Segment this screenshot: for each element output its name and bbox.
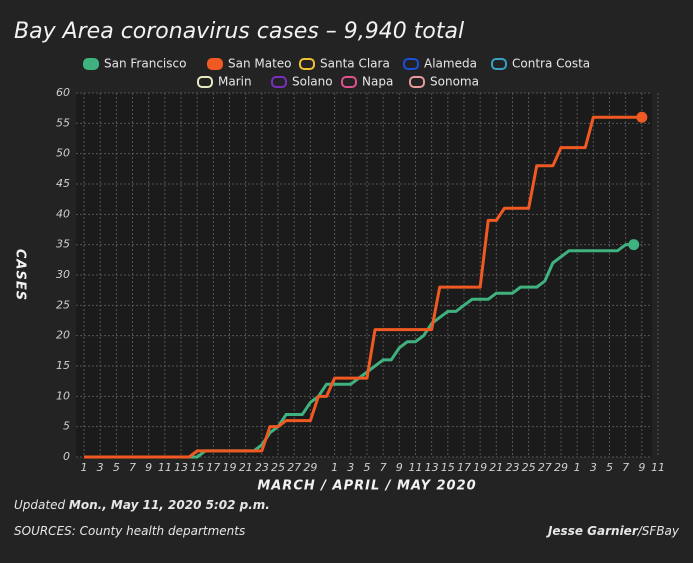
x-tick-label: 5 (606, 461, 613, 474)
x-tick-label: 3 (590, 461, 597, 474)
outlet: /SFBay (637, 524, 679, 538)
x-axis-label: MARCH / APRIL / MAY 2020 (257, 479, 476, 494)
legend-swatch (491, 58, 507, 70)
x-tick-label: 5 (113, 461, 120, 474)
legend-label: Napa (362, 75, 393, 89)
legend-swatch (299, 58, 315, 70)
y-tick-label: 40 (56, 207, 70, 220)
legend-swatch (341, 76, 357, 88)
legend-label: San Francisco (104, 57, 186, 71)
legend-label: Marin (218, 75, 252, 89)
y-axis-label: CASES (13, 249, 28, 301)
y-tick-label: 30 (56, 268, 70, 281)
y-tick-label: 0 (63, 450, 70, 463)
x-tick-label: 15 (441, 461, 455, 474)
legend-swatch (197, 76, 213, 88)
author: Jesse Garnier (547, 524, 638, 538)
x-tick-label: 27 (538, 461, 552, 474)
x-tick-label: 27 (287, 461, 301, 474)
x-tick-label: 17 (457, 461, 471, 474)
y-tick-label: 50 (56, 147, 70, 160)
x-tick-label: 17 (206, 461, 220, 474)
y-tick-label: 55 (56, 116, 70, 129)
legend-label: Contra Costa (512, 57, 590, 71)
legend-swatch (271, 76, 287, 88)
x-tick-label: 23 (255, 461, 269, 474)
legend-swatch (403, 58, 419, 70)
legend-label: San Mateo (228, 57, 292, 71)
legend-swatch (83, 58, 99, 70)
x-tick-label: 29 (554, 461, 568, 474)
x-tick-label: 9 (396, 461, 403, 474)
x-tick-label: 1 (81, 461, 88, 474)
x-tick-label: 11 (158, 461, 172, 474)
y-tick-label: 5 (63, 420, 70, 433)
x-tick-label: 3 (347, 461, 354, 474)
y-tick-label: 10 (56, 389, 70, 402)
x-tick-label: 19 (473, 461, 487, 474)
legend-label: Solano (292, 75, 333, 89)
legend-swatch (207, 58, 223, 70)
x-tick-label: 13 (174, 461, 188, 474)
x-tick-label: 7 (622, 461, 629, 474)
updated-label: Updated (14, 498, 66, 512)
credit: Jesse Garnier/SFBay (548, 524, 679, 538)
x-tick-label: 5 (363, 461, 370, 474)
x-tick-label: 1 (331, 461, 338, 474)
sources: SOURCES: County health departments (14, 524, 246, 538)
x-tick-label: 1 (574, 461, 581, 474)
y-tick-label: 25 (56, 298, 70, 311)
x-tick-label: 25 (271, 461, 285, 474)
legend-label: Sonoma (430, 75, 479, 89)
chart-title: Bay Area coronavirus cases – 9,940 total (14, 19, 464, 44)
legend-label: Santa Clara (320, 57, 390, 71)
x-tick-label: 7 (129, 461, 136, 474)
updated-date: Mon., May 11, 2020 5:02 p.m. (68, 498, 270, 512)
y-tick-label: 35 (56, 238, 70, 251)
y-tick-label: 60 (56, 86, 70, 99)
series-line (84, 115, 642, 459)
x-tick-label: 9 (145, 461, 152, 474)
end-point (628, 239, 640, 251)
x-tick-label: 21 (489, 461, 503, 474)
updated-note: Updated Mon., May 11, 2020 5:02 p.m. (14, 498, 270, 512)
x-tick-label: 19 (223, 461, 237, 474)
x-tick-label: 3 (97, 461, 104, 474)
x-tick-label: 13 (425, 461, 439, 474)
x-tick-label: 9 (638, 461, 645, 474)
end-point (636, 111, 648, 123)
x-tick-label: 25 (522, 461, 536, 474)
legend-label: Alameda (424, 57, 477, 71)
y-tick-label: 15 (56, 359, 70, 372)
x-tick-label: 21 (239, 461, 253, 474)
x-tick-label: 23 (505, 461, 519, 474)
x-tick-label: 11 (408, 461, 422, 474)
y-tick-label: 20 (56, 329, 70, 342)
x-tick-label: 7 (380, 461, 387, 474)
legend-swatch (409, 76, 425, 88)
x-tick-label: 29 (303, 461, 317, 474)
y-tick-label: 45 (56, 177, 70, 190)
x-tick-label: 15 (190, 461, 204, 474)
x-tick-label: 11 (651, 461, 665, 474)
